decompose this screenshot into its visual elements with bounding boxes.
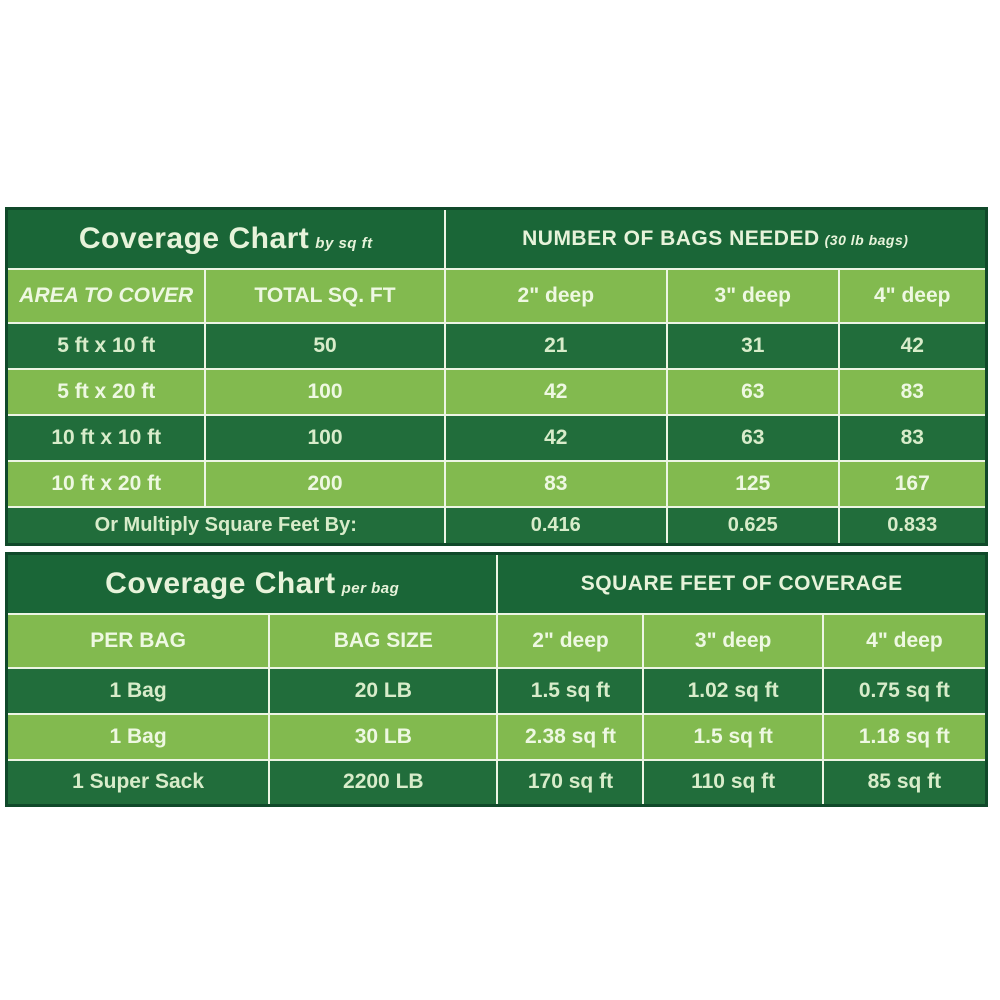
- table2-title-cell: Coverage Chart per bag: [5, 552, 499, 615]
- column-header-3in-deep: 3" deep: [666, 267, 840, 324]
- table-cell: 30 LB: [268, 712, 499, 761]
- table-cell: 1 Bag: [5, 712, 271, 761]
- multiplier-label-cell: Or Multiply Square Feet By:: [5, 505, 446, 546]
- table-row: 1 Bag 20 LB 1.5 sq ft 1.02 sq ft 0.75 sq…: [5, 666, 988, 715]
- table-row: 1 Bag 30 LB 2.38 sq ft 1.5 sq ft 1.18 sq…: [5, 712, 988, 761]
- column-header-2in-deep: 2" deep: [443, 267, 669, 324]
- table-cell: 85 sq ft: [821, 758, 988, 807]
- table-cell: 2.38 sq ft: [496, 712, 645, 761]
- table-cell: 200: [204, 459, 446, 508]
- table-cell: 1 Super Sack: [5, 758, 271, 807]
- table-cell: 42: [837, 321, 988, 370]
- table-cell: 1 Bag: [5, 666, 271, 715]
- table-row: 10 ft x 10 ft 100 42 63 83: [5, 413, 988, 462]
- table1-title: Coverage Chart: [78, 221, 310, 255]
- table-cell: 63: [666, 413, 840, 462]
- table-cell: 125: [666, 459, 840, 508]
- table-cell: 63: [666, 367, 840, 416]
- table-cell: 42: [443, 367, 669, 416]
- table-cell: 10 ft x 10 ft: [5, 413, 207, 462]
- column-header-4in-deep: 4" deep: [837, 267, 988, 324]
- table-cell: 0.833: [837, 505, 988, 546]
- table-cell: 0.625: [666, 505, 840, 546]
- table2-title-note: per bag: [341, 579, 400, 597]
- table-row: 1 Super Sack 2200 LB 170 sq ft 110 sq ft…: [5, 758, 988, 807]
- table-cell: 83: [837, 413, 988, 462]
- table-row: 5 ft x 20 ft 100 42 63 83: [5, 367, 988, 416]
- column-header-4in-deep: 4" deep: [821, 612, 988, 669]
- table-cell: 50: [204, 321, 446, 370]
- table-cell: 20 LB: [268, 666, 499, 715]
- table-cell: 0.75 sq ft: [821, 666, 988, 715]
- table-row: 5 ft x 10 ft 50 21 31 42: [5, 321, 988, 370]
- table-cell: 167: [837, 459, 988, 508]
- table-cell: 83: [837, 367, 988, 416]
- table-cell: 83: [443, 459, 669, 508]
- table-cell: 170 sq ft: [496, 758, 645, 807]
- table-cell: 1.5 sq ft: [496, 666, 645, 715]
- table-cell: 100: [204, 413, 446, 462]
- column-header-3in-deep: 3" deep: [642, 612, 824, 669]
- table-cell: 10 ft x 20 ft: [5, 459, 207, 508]
- table2-group-header: SQUARE FEET OF COVERAGE: [580, 571, 903, 595]
- table-cell: 5 ft x 20 ft: [5, 367, 207, 416]
- column-header-area-to-cover: AREA TO COVER: [5, 267, 207, 324]
- table1-group-header: NUMBER OF BAGS NEEDED: [522, 226, 820, 250]
- column-header-bag-size: BAG SIZE: [268, 612, 499, 669]
- coverage-chart-per-bag-table: Coverage Chart per bag SQUARE FEET OF COV…: [5, 552, 988, 807]
- table-cell: 1.18 sq ft: [821, 712, 988, 761]
- table-cell: 1.5 sq ft: [642, 712, 824, 761]
- table2-group-header-cell: SQUARE FEET OF COVERAGE: [496, 552, 988, 615]
- column-header-total-sqft: TOTAL SQ. FT: [204, 267, 446, 324]
- table-row: 10 ft x 20 ft 200 83 125 167: [5, 459, 988, 508]
- table1-group-header-cell: NUMBER OF BAGS NEEDED (30 lb bags): [443, 207, 988, 270]
- table-cell: 100: [204, 367, 446, 416]
- table2-title: Coverage Chart: [105, 566, 336, 600]
- table-cell: 0.416: [443, 505, 669, 546]
- column-header-2in-deep: 2" deep: [496, 612, 645, 669]
- table-cell: 110 sq ft: [642, 758, 824, 807]
- table1-group-header-note: (30 lb bags): [824, 231, 909, 248]
- table-cell: 21: [443, 321, 669, 370]
- table-cell: 5 ft x 10 ft: [5, 321, 207, 370]
- coverage-charts: Coverage Chart by sq ft NUMBER OF BAGS NE…: [5, 207, 988, 807]
- table1-title-note: by sq ft: [315, 234, 373, 252]
- multiplier-row: Or Multiply Square Feet By: 0.416 0.625 …: [5, 505, 988, 546]
- table-cell: 42: [443, 413, 669, 462]
- table-cell: 2200 LB: [268, 758, 499, 807]
- column-header-per-bag: PER BAG: [5, 612, 271, 669]
- table-cell: 1.02 sq ft: [642, 666, 824, 715]
- coverage-chart-by-sqft-table: Coverage Chart by sq ft NUMBER OF BAGS NE…: [5, 207, 988, 546]
- table1-title-cell: Coverage Chart by sq ft: [5, 207, 446, 270]
- table-cell: 31: [666, 321, 840, 370]
